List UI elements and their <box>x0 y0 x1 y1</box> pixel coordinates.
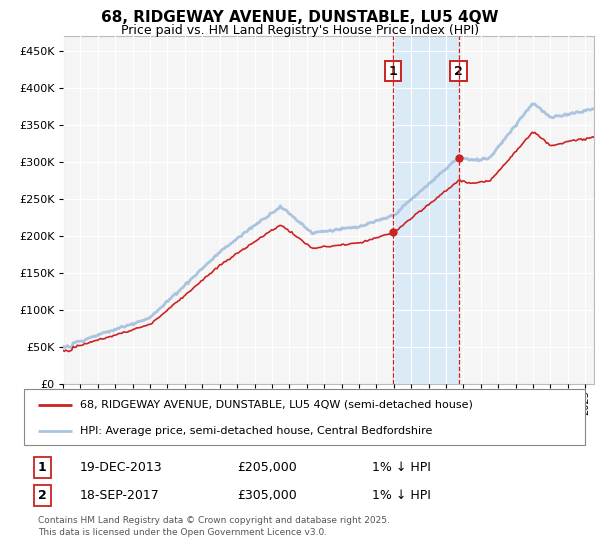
Text: 68, RIDGEWAY AVENUE, DUNSTABLE, LU5 4QW (semi-detached house): 68, RIDGEWAY AVENUE, DUNSTABLE, LU5 4QW … <box>80 400 473 410</box>
Text: 2: 2 <box>454 64 463 78</box>
Text: Contains HM Land Registry data © Crown copyright and database right 2025.
This d: Contains HM Land Registry data © Crown c… <box>38 516 390 537</box>
Text: £305,000: £305,000 <box>237 489 297 502</box>
Text: £205,000: £205,000 <box>237 461 297 474</box>
Text: 19-DEC-2013: 19-DEC-2013 <box>80 461 163 474</box>
Text: 1% ↓ HPI: 1% ↓ HPI <box>372 461 431 474</box>
Text: 1% ↓ HPI: 1% ↓ HPI <box>372 489 431 502</box>
Text: 1: 1 <box>389 64 397 78</box>
Text: 2: 2 <box>38 489 47 502</box>
Text: 68, RIDGEWAY AVENUE, DUNSTABLE, LU5 4QW: 68, RIDGEWAY AVENUE, DUNSTABLE, LU5 4QW <box>101 10 499 25</box>
Text: HPI: Average price, semi-detached house, Central Bedfordshire: HPI: Average price, semi-detached house,… <box>80 426 433 436</box>
Text: 1: 1 <box>38 461 47 474</box>
Bar <box>393 36 458 384</box>
Text: 18-SEP-2017: 18-SEP-2017 <box>80 489 160 502</box>
Text: Price paid vs. HM Land Registry's House Price Index (HPI): Price paid vs. HM Land Registry's House … <box>121 24 479 36</box>
